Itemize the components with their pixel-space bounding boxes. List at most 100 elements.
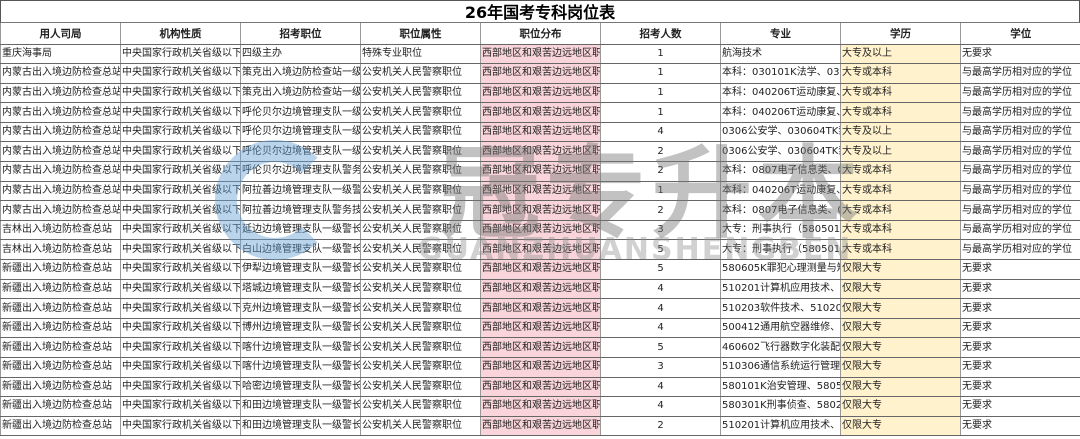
cell-department[interactable]: 内蒙古出入境边防检查总站: [0, 83, 121, 104]
cell-major[interactable]: 航海技术: [720, 44, 841, 65]
cell-education[interactable]: 大专或本科: [840, 102, 961, 123]
cell-degree[interactable]: 无要求: [960, 298, 1080, 319]
cell-education[interactable]: 大专或本科: [840, 239, 961, 261]
cell-education[interactable]: 仅限大专: [840, 318, 961, 339]
cell-headcount[interactable]: 3: [600, 220, 721, 241]
cell-major[interactable]: 460602飞行器数字化装配技术: [720, 337, 841, 358]
cell-education[interactable]: 仅限大专: [840, 377, 961, 398]
cell-org-type[interactable]: 中央国家行政机关省级以下直: [120, 161, 241, 182]
cell-department[interactable]: 吉林出入境边防检查总站: [0, 239, 121, 261]
cell-org-type[interactable]: 中央国家行政机关省级以下直: [120, 239, 241, 261]
cell-major[interactable]: 本科：0807电子信息类、080: [720, 200, 841, 221]
cell-major[interactable]: 510201计算机应用技术、510: [720, 416, 841, 437]
cell-distribution[interactable]: 西部地区和艰苦边远地区职位: [480, 220, 601, 241]
cell-distribution[interactable]: 西部地区和艰苦边远地区职位: [480, 63, 601, 84]
cell-major[interactable]: 0306公安学、030604TK禁毒: [720, 122, 841, 143]
cell-degree[interactable]: 无要求: [960, 44, 1080, 65]
cell-distribution[interactable]: 西部地区和艰苦边远地区职位: [480, 318, 601, 339]
cell-degree[interactable]: 无要求: [960, 396, 1080, 417]
cell-education[interactable]: 仅限大专: [840, 259, 961, 280]
cell-position-attr[interactable]: 公安机关人民警察职位: [360, 161, 481, 182]
cell-major[interactable]: 本科：030101K法学、03010: [720, 63, 841, 84]
cell-department[interactable]: 内蒙古出入境边防检查总站: [0, 200, 121, 221]
cell-degree[interactable]: 无要求: [960, 279, 1080, 300]
cell-position-attr[interactable]: 公安机关人民警察职位: [360, 239, 481, 261]
cell-degree[interactable]: 无要求: [960, 318, 1080, 339]
column-header-headcount[interactable]: 招考人数: [600, 23, 721, 45]
cell-department[interactable]: 新疆出入境边防检查总站: [0, 357, 121, 378]
cell-position[interactable]: 策克出入境边防检查站一级警: [240, 63, 361, 84]
cell-headcount[interactable]: 4: [600, 396, 721, 417]
cell-distribution[interactable]: 西部地区和艰苦边远地区职位: [480, 44, 601, 65]
cell-major[interactable]: 510306通信系统运行管理、5: [720, 357, 841, 378]
cell-position-attr[interactable]: 公安机关人民警察职位: [360, 122, 481, 143]
cell-department[interactable]: 内蒙古出入境边防检查总站: [0, 122, 121, 143]
cell-headcount[interactable]: 2: [600, 161, 721, 182]
cell-distribution[interactable]: 西部地区和艰苦边远地区职位: [480, 357, 601, 378]
cell-education[interactable]: 大专或本科: [840, 83, 961, 104]
cell-major[interactable]: 510203软件技术、510205大数: [720, 298, 841, 319]
cell-major[interactable]: 0306公安学、030604TK禁毒: [720, 141, 841, 163]
cell-org-type[interactable]: 中央国家行政机关省级以下直: [120, 141, 241, 163]
cell-org-type[interactable]: 中央国家行政机关省级以下直: [120, 396, 241, 417]
cell-org-type[interactable]: 中央国家行政机关省级以下直: [120, 318, 241, 339]
cell-headcount[interactable]: 4: [600, 122, 721, 143]
cell-department[interactable]: 新疆出入境边防检查总站: [0, 259, 121, 280]
cell-headcount[interactable]: 4: [600, 298, 721, 319]
cell-position-attr[interactable]: 公安机关人民警察职位: [360, 181, 481, 202]
cell-department[interactable]: 吉林出入境边防检查总站: [0, 220, 121, 241]
cell-position[interactable]: 策克出入境边防检查站一级警: [240, 83, 361, 104]
cell-headcount[interactable]: 2: [600, 416, 721, 437]
cell-position-attr[interactable]: 公安机关人民警察职位: [360, 102, 481, 123]
cell-degree[interactable]: 与最高学历相对应的学位: [960, 122, 1080, 143]
cell-headcount[interactable]: 1: [600, 181, 721, 202]
cell-position-attr[interactable]: 公安机关人民警察职位: [360, 200, 481, 221]
column-header-education[interactable]: 学历: [840, 23, 961, 45]
cell-headcount[interactable]: 3: [600, 357, 721, 378]
cell-position[interactable]: 博州边境管理支队一级警长及: [240, 318, 361, 339]
cell-distribution[interactable]: 西部地区和艰苦边远地区职位: [480, 416, 601, 437]
cell-position-attr[interactable]: 公安机关人民警察职位: [360, 63, 481, 84]
column-header-department[interactable]: 用人司局: [0, 23, 121, 45]
column-header-org-type[interactable]: 机构性质: [120, 23, 241, 45]
cell-distribution[interactable]: 西部地区和艰苦边远地区职位: [480, 239, 601, 261]
cell-education[interactable]: 大专或本科: [840, 63, 961, 84]
cell-major[interactable]: 大专：刑事执行（580501）、: [720, 220, 841, 241]
cell-degree[interactable]: 与最高学历相对应的学位: [960, 83, 1080, 104]
cell-headcount[interactable]: 1: [600, 63, 721, 84]
cell-org-type[interactable]: 中央国家行政机关省级以下直: [120, 44, 241, 65]
cell-degree[interactable]: 与最高学历相对应的学位: [960, 161, 1080, 182]
cell-degree[interactable]: 无要求: [960, 337, 1080, 358]
cell-major[interactable]: 本科：0807电子信息类、080: [720, 161, 841, 182]
cell-position[interactable]: 塔城边境管理支队一级警长及: [240, 279, 361, 300]
cell-distribution[interactable]: 西部地区和艰苦边远地区职位: [480, 161, 601, 182]
cell-department[interactable]: 内蒙古出入境边防检查总站: [0, 102, 121, 123]
cell-department[interactable]: 内蒙古出入境边防检查总站: [0, 161, 121, 182]
cell-major[interactable]: 580605K罪犯心理测量与矫正: [720, 259, 841, 280]
column-header-position[interactable]: 招考职位: [240, 23, 361, 45]
cell-position-attr[interactable]: 公安机关人民警察职位: [360, 396, 481, 417]
cell-position[interactable]: 哈密边境管理支队一级警长及: [240, 377, 361, 398]
cell-position-attr[interactable]: 公安机关人民警察职位: [360, 357, 481, 378]
cell-major[interactable]: 大专：刑事执行（580501）、: [720, 239, 841, 261]
cell-distribution[interactable]: 西部地区和艰苦边远地区职位: [480, 83, 601, 104]
cell-degree[interactable]: 与最高学历相对应的学位: [960, 200, 1080, 221]
cell-education[interactable]: 大专及以上: [840, 122, 961, 143]
cell-position[interactable]: 克州边境管理支队一级警长及: [240, 298, 361, 319]
cell-position[interactable]: 伊犁边境管理支队一级警长及: [240, 259, 361, 280]
cell-position[interactable]: 呼伦贝尔边境管理支队警务技: [240, 161, 361, 182]
cell-org-type[interactable]: 中央国家行政机关省级以下直: [120, 200, 241, 221]
cell-position-attr[interactable]: 公安机关人民警察职位: [360, 337, 481, 358]
cell-position-attr[interactable]: 特殊专业职位: [360, 44, 481, 65]
cell-education[interactable]: 仅限大专: [840, 416, 961, 437]
cell-org-type[interactable]: 中央国家行政机关省级以下直: [120, 220, 241, 241]
cell-department[interactable]: 内蒙古出入境边防检查总站: [0, 181, 121, 202]
cell-org-type[interactable]: 中央国家行政机关省级以下直: [120, 102, 241, 123]
cell-degree[interactable]: 与最高学历相对应的学位: [960, 239, 1080, 261]
cell-degree[interactable]: 无要求: [960, 357, 1080, 378]
cell-department[interactable]: 内蒙古出入境边防检查总站: [0, 141, 121, 163]
cell-department[interactable]: 新疆出入境边防检查总站: [0, 396, 121, 417]
cell-position[interactable]: 呼伦贝尔边境管理支队一级警: [240, 141, 361, 163]
cell-department[interactable]: 新疆出入境边防检查总站: [0, 279, 121, 300]
cell-major[interactable]: 本科：040206T运动康复、07: [720, 102, 841, 123]
